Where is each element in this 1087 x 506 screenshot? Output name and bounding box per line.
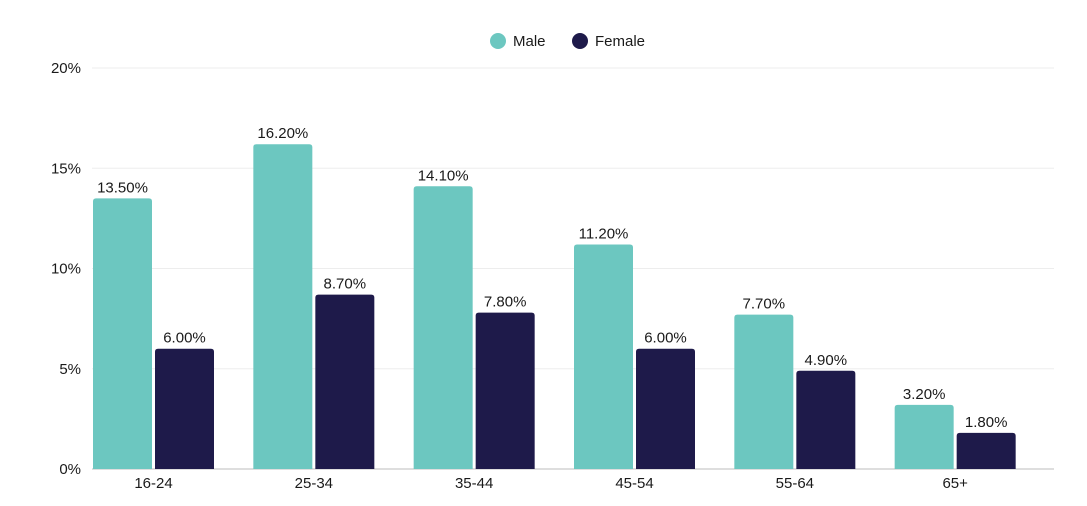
y-tick-label: 5% bbox=[59, 361, 81, 378]
x-tick-label: 55-64 bbox=[776, 475, 814, 492]
y-tick-label: 15% bbox=[51, 160, 81, 177]
bar-male bbox=[93, 198, 152, 469]
data-label: 13.50% bbox=[97, 179, 148, 196]
bar-male bbox=[413, 186, 473, 470]
y-tick-label: 10% bbox=[51, 261, 81, 278]
bar-female bbox=[475, 312, 535, 469]
x-tick-label: 25-34 bbox=[295, 475, 333, 492]
bar-female bbox=[956, 432, 1016, 469]
bar-male bbox=[574, 244, 633, 469]
data-label: 8.70% bbox=[324, 276, 367, 293]
bar-female bbox=[315, 294, 375, 469]
bar-female bbox=[796, 370, 856, 469]
data-label: 16.20% bbox=[257, 125, 308, 142]
y-tick-label: 0% bbox=[59, 461, 81, 478]
x-tick-label: 65+ bbox=[942, 475, 968, 492]
bar-female bbox=[636, 348, 695, 469]
bar-male bbox=[894, 404, 954, 469]
x-tick-label: 16-24 bbox=[134, 475, 172, 492]
data-label: 3.20% bbox=[903, 386, 946, 403]
data-label: 11.20% bbox=[579, 225, 629, 242]
legend-marker-male bbox=[490, 33, 506, 49]
x-tick-label: 35-44 bbox=[455, 475, 493, 492]
bar-female bbox=[155, 348, 214, 469]
legend-label-male: Male bbox=[513, 33, 546, 50]
data-label: 14.10% bbox=[418, 167, 469, 184]
data-label: 6.00% bbox=[644, 330, 687, 347]
legend-marker-female bbox=[572, 33, 588, 49]
data-label: 4.90% bbox=[805, 352, 848, 369]
data-label: 1.80% bbox=[965, 414, 1008, 431]
bar-male bbox=[253, 144, 313, 469]
x-tick-label: 45-54 bbox=[615, 475, 653, 492]
y-tick-label: 20% bbox=[51, 60, 81, 77]
legend-label-female: Female bbox=[595, 33, 645, 50]
bar-male bbox=[734, 314, 794, 469]
data-label: 7.70% bbox=[743, 296, 786, 313]
data-label: 7.80% bbox=[484, 294, 527, 311]
data-label: 6.00% bbox=[163, 330, 206, 347]
